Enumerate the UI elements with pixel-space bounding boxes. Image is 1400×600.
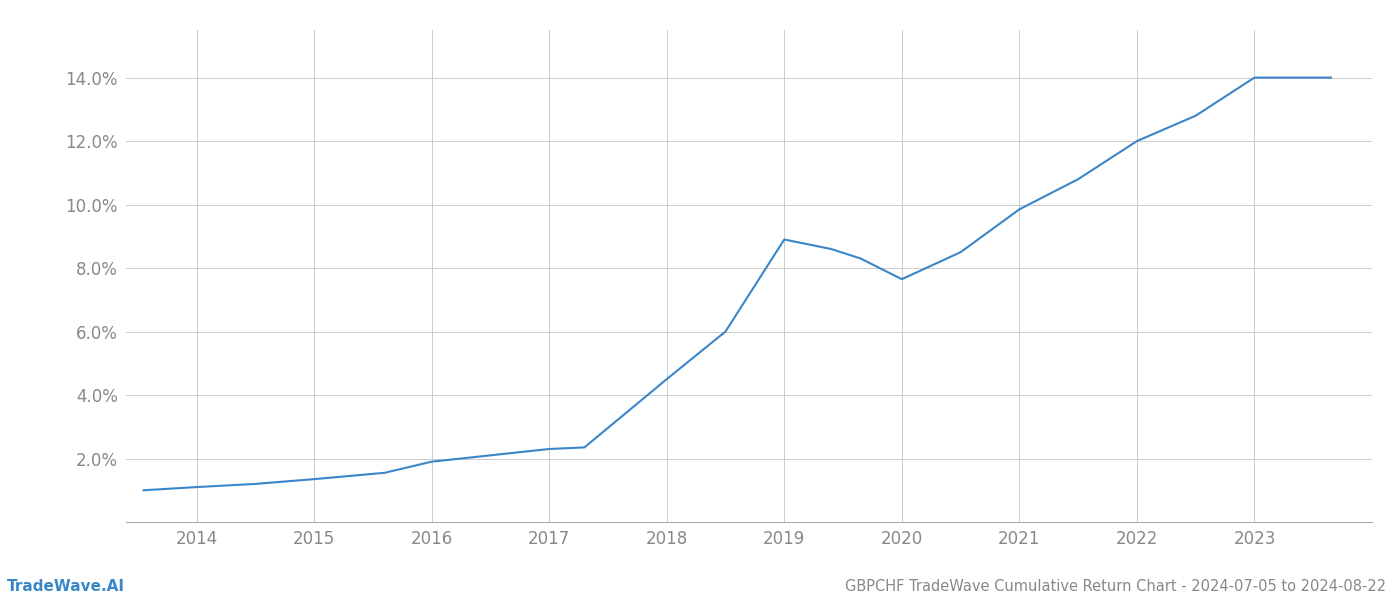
Text: GBPCHF TradeWave Cumulative Return Chart - 2024-07-05 to 2024-08-22: GBPCHF TradeWave Cumulative Return Chart… (844, 579, 1386, 594)
Text: TradeWave.AI: TradeWave.AI (7, 579, 125, 594)
